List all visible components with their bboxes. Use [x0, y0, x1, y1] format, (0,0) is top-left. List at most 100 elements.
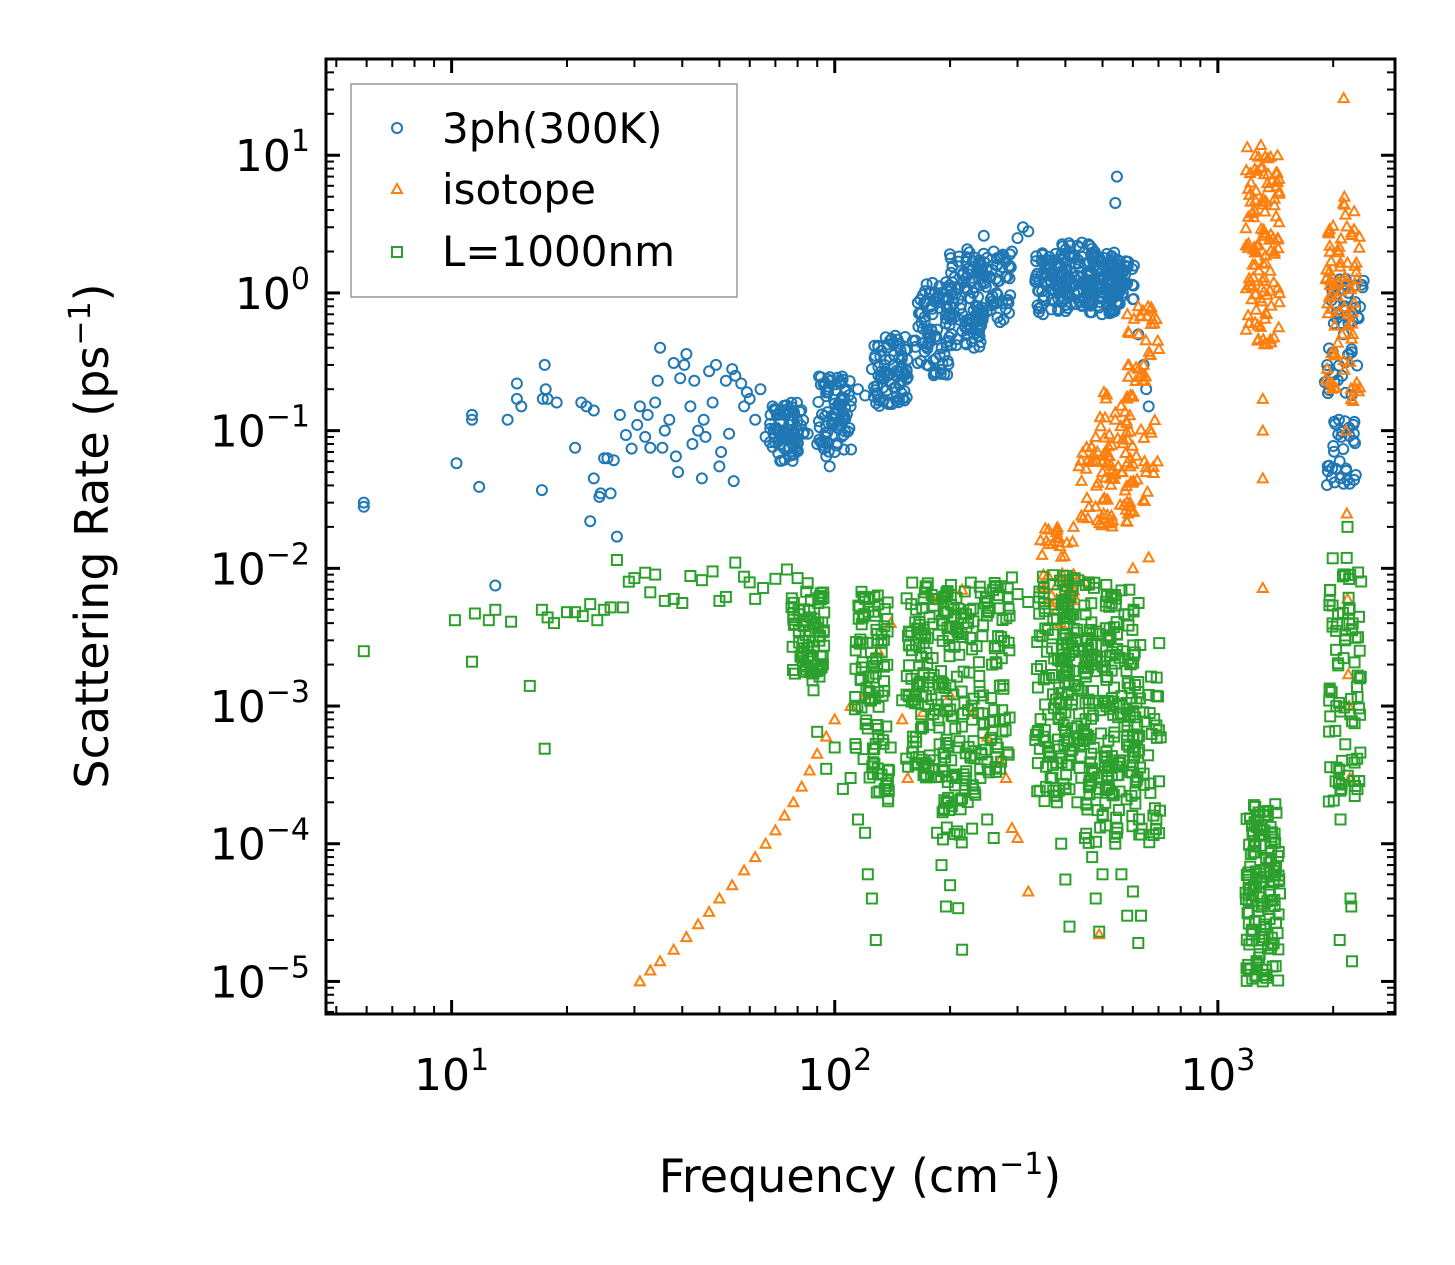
data-point-l-1000nm: [1253, 948, 1266, 961]
data-point-l-1000nm: [1112, 804, 1125, 816]
data-point-isotope: [1142, 550, 1156, 563]
data-point-isotope: [1336, 196, 1351, 209]
data-point-3ph-300k: [625, 442, 638, 455]
data-point-3ph-300k: [1082, 296, 1095, 309]
data-point-isotope: [1262, 232, 1277, 245]
data-point-l-1000nm: [1340, 551, 1353, 564]
data-point-3ph-300k: [819, 419, 832, 432]
data-point-3ph-300k: [1001, 294, 1014, 307]
data-point-l-1000nm: [967, 735, 980, 748]
data-point-l-1000nm: [973, 680, 986, 692]
data-point-l-1000nm: [1055, 837, 1068, 850]
data-point-3ph-300k: [834, 375, 847, 388]
data-point-3ph-300k: [801, 427, 814, 440]
data-point-3ph-300k: [984, 303, 997, 316]
data-point-l-1000nm: [1079, 832, 1091, 844]
data-point-l-1000nm: [857, 753, 870, 766]
data-point-isotope: [1263, 263, 1277, 276]
data-point-3ph-300k: [906, 334, 919, 347]
data-point-isotope: [1120, 391, 1134, 404]
data-point-3ph-300k: [654, 341, 667, 354]
data-point-3ph-300k: [1089, 258, 1102, 271]
data-point-l-1000nm: [787, 664, 799, 676]
data-point-l-1000nm: [1109, 649, 1122, 661]
y-tick-label: 10−2: [210, 537, 310, 595]
data-point-l-1000nm: [1133, 813, 1145, 826]
data-point-isotope: [1322, 222, 1337, 235]
data-point-l-1000nm: [1127, 731, 1140, 744]
data-point-isotope: [679, 930, 694, 943]
data-point-l-1000nm: [1353, 610, 1365, 623]
data-point-isotope: [1136, 357, 1151, 370]
data-point-isotope: [1092, 927, 1106, 940]
data-point-isotope: [1325, 381, 1339, 394]
data-point-l-1000nm: [1272, 974, 1285, 987]
data-point-l-1000nm: [865, 693, 878, 706]
data-point-l-1000nm: [1079, 713, 1092, 726]
data-point-isotope: [1320, 361, 1334, 374]
data-point-l-1000nm: [853, 637, 866, 650]
data-point-l-1000nm: [468, 607, 481, 620]
data-point-3ph-300k: [958, 337, 971, 349]
data-point-l-1000nm: [780, 563, 793, 576]
data-point-3ph-300k: [1044, 263, 1057, 276]
data-point-l-1000nm: [951, 741, 964, 754]
data-point-3ph-300k: [644, 441, 657, 454]
data-point-isotope: [1105, 519, 1119, 532]
data-point-isotope: [1120, 307, 1135, 320]
data-point-l-1000nm: [940, 733, 953, 746]
data-point-l-1000nm: [925, 693, 938, 706]
data-point-isotope: [1272, 295, 1286, 308]
data-point-isotope: [1097, 385, 1111, 398]
data-point-3ph-300k: [1022, 225, 1035, 238]
data-point-l-1000nm: [996, 725, 1009, 738]
data-point-l-1000nm: [923, 749, 936, 762]
data-point-isotope: [653, 954, 667, 967]
data-point-l-1000nm: [926, 762, 939, 775]
data-point-3ph-300k: [973, 330, 986, 343]
data-point-isotope: [1146, 465, 1161, 478]
data-point-l-1000nm: [719, 590, 732, 603]
data-point-3ph-300k: [715, 446, 728, 458]
data-point-3ph-300k: [872, 369, 885, 382]
data-point-l-1000nm: [1339, 738, 1352, 751]
data-point-l-1000nm: [1031, 726, 1044, 739]
data-point-l-1000nm: [1147, 829, 1160, 841]
data-point-3ph-300k: [759, 430, 772, 443]
data-point-3ph-300k: [473, 480, 486, 493]
data-point-l-1000nm: [1325, 686, 1338, 699]
data-point-3ph-300k: [1104, 306, 1117, 319]
data-point-l-1000nm: [757, 582, 770, 594]
data-point-3ph-300k: [859, 389, 872, 402]
data-point-l-1000nm: [1348, 790, 1361, 802]
data-point-isotope: [1122, 357, 1136, 370]
data-point-l-1000nm: [994, 679, 1006, 692]
data-point-l-1000nm: [906, 730, 919, 743]
data-point-l-1000nm: [1153, 775, 1165, 788]
data-point-isotope: [1121, 369, 1135, 382]
data-point-3ph-300k: [811, 438, 824, 450]
data-point-l-1000nm: [1096, 868, 1109, 881]
legend: 3ph(300K) isotope L=1000nm: [350, 83, 738, 298]
data-point-isotope: [1241, 209, 1255, 222]
series-l-1000nm: [357, 520, 1368, 988]
data-point-3ph-300k: [674, 372, 687, 385]
data-point-l-1000nm: [1065, 722, 1078, 735]
data-point-l-1000nm: [1098, 750, 1111, 763]
data-point-l-1000nm: [1041, 741, 1054, 754]
data-point-l-1000nm: [1273, 873, 1286, 886]
data-point-isotope: [1072, 459, 1086, 472]
data-point-isotope: [1242, 187, 1257, 200]
data-point-l-1000nm: [1037, 582, 1050, 594]
data-point-l-1000nm: [1099, 796, 1112, 809]
data-point-3ph-300k: [942, 358, 955, 371]
data-point-isotope: [1134, 309, 1148, 322]
data-point-isotope: [1257, 284, 1271, 297]
data-point-l-1000nm: [1099, 819, 1112, 832]
data-point-l-1000nm: [1150, 813, 1163, 826]
data-point-3ph-300k: [1119, 255, 1132, 268]
data-point-l-1000nm: [1341, 520, 1354, 533]
data-point-isotope: [1124, 474, 1138, 487]
data-point-isotope: [1141, 299, 1155, 312]
data-point-isotope: [1144, 425, 1158, 438]
